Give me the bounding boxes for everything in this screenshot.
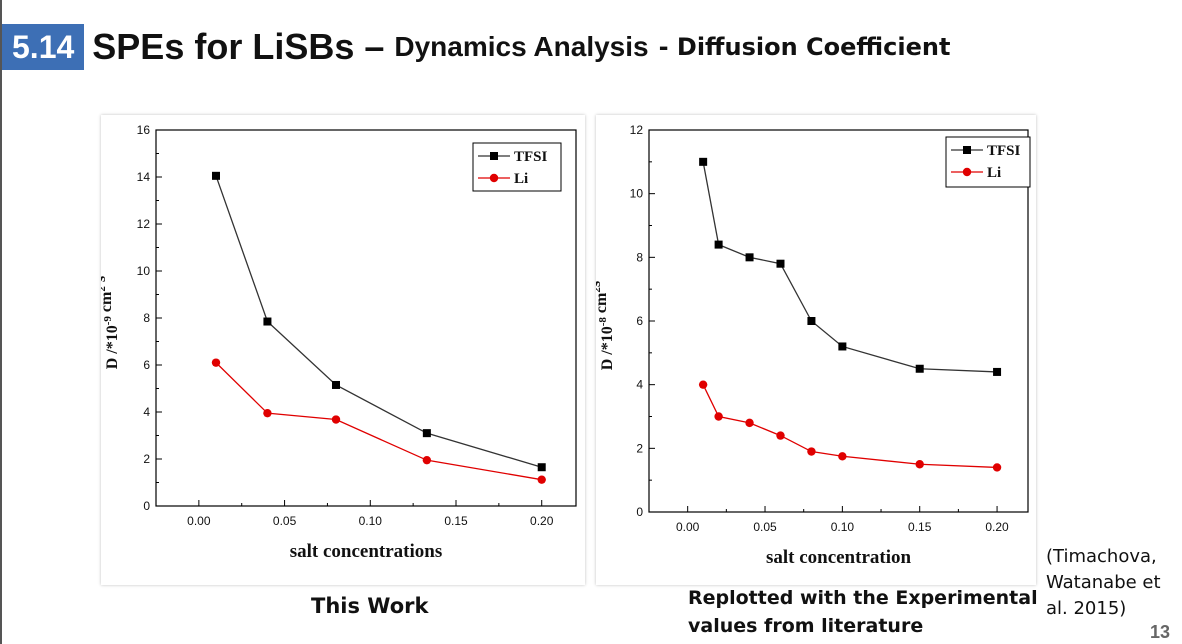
x-tick-label: 0.10 bbox=[359, 514, 383, 528]
legend-label-tfsi: TFSI bbox=[514, 149, 548, 165]
x-tick-label: 0.05 bbox=[273, 514, 297, 528]
series-line-tfsi bbox=[702, 161, 998, 373]
series-line-li bbox=[702, 384, 998, 469]
y-tick-label: 6 bbox=[143, 358, 150, 372]
data-point-li bbox=[992, 463, 1002, 472]
y-tick-label: 12 bbox=[137, 217, 151, 231]
data-point-li bbox=[838, 452, 847, 461]
legend-box bbox=[472, 142, 562, 192]
y-tick-label: 8 bbox=[636, 250, 643, 264]
slide-title: 5.14 SPEs for LiSBs – Dynamics Analysis … bbox=[2, 24, 950, 70]
data-point-tfsi bbox=[776, 259, 785, 268]
x-tick-label: 0.05 bbox=[753, 520, 777, 534]
data-point-li bbox=[745, 418, 754, 428]
data-point-tfsi bbox=[422, 429, 431, 438]
y-tick-label: 10 bbox=[137, 264, 151, 278]
data-point-tfsi bbox=[212, 171, 220, 180]
citation-line2: Watanabe et bbox=[1046, 572, 1161, 593]
title-sub: - Diffusion Coefficient bbox=[658, 33, 951, 61]
y-tick-label: 2 bbox=[143, 452, 150, 466]
x-axis-label: salt concentrations bbox=[290, 541, 443, 562]
data-point-tfsi bbox=[263, 317, 272, 326]
y-tick-label: 6 bbox=[636, 314, 643, 328]
data-point-li bbox=[698, 380, 708, 389]
chart-panel-right: 0.00 0.05 0.10 0.15 0.20 0 2 4 6 8 10 12 salt concen… bbox=[596, 115, 1036, 585]
legend-box bbox=[945, 136, 1031, 188]
y-axis-label: D /*10-9 cm2 s-1 bbox=[101, 267, 121, 370]
page-number: 13 bbox=[1150, 622, 1171, 642]
y-axis-label: D /*10-8 cm2s-1 bbox=[596, 272, 616, 371]
chart-panel-left: 0.00 0.05 0.10 0.15 0.20 0 2 4 6 8 10 12 14 16 salt co… bbox=[101, 115, 585, 585]
x-tick-label: 0.10 bbox=[831, 520, 855, 534]
x-tick-label: 0.20 bbox=[985, 520, 1009, 534]
series-line-li bbox=[215, 362, 542, 481]
caption-replotted: Replotted with the Experimental values f… bbox=[688, 584, 1048, 640]
y-tick-label: 0 bbox=[636, 505, 643, 519]
y-tick-label: 10 bbox=[630, 187, 644, 201]
slide-left-border bbox=[0, 0, 2, 644]
y-tick-label: 16 bbox=[137, 123, 151, 137]
caption-replotted-line1: Replotted with the Experimental bbox=[688, 587, 1038, 609]
data-point-tfsi bbox=[699, 157, 708, 166]
data-point-li bbox=[422, 455, 432, 465]
legend-marker-tfsi bbox=[490, 152, 498, 160]
legend-marker-tfsi bbox=[963, 146, 971, 154]
legend-label-tfsi: TFSI bbox=[987, 143, 1021, 159]
chart-right: 0.00 0.05 0.10 0.15 0.20 0 2 4 6 8 10 12 salt concen… bbox=[596, 123, 1031, 568]
legend-marker-li bbox=[962, 167, 972, 177]
y-tick-label: 4 bbox=[636, 378, 643, 392]
data-point-tfsi bbox=[915, 364, 924, 373]
y-tick-label: 14 bbox=[137, 170, 151, 184]
data-point-li bbox=[714, 412, 723, 421]
section-number-badge: 5.14 bbox=[2, 24, 85, 70]
y-tick-label: 12 bbox=[630, 123, 644, 137]
x-axis-label: salt concentration bbox=[766, 547, 912, 568]
caption-this-work: This Work bbox=[311, 594, 429, 618]
data-point-li bbox=[537, 475, 546, 484]
x-tick-label: 0.00 bbox=[676, 520, 700, 534]
y-tick-label: 2 bbox=[636, 441, 643, 455]
y-tick-label: 0 bbox=[143, 499, 150, 513]
data-point-tfsi bbox=[807, 317, 816, 325]
data-point-tfsi bbox=[745, 253, 754, 262]
legend-label-li: Li bbox=[514, 171, 528, 187]
x-tick-label: 0.00 bbox=[187, 514, 211, 528]
data-point-tfsi bbox=[537, 463, 546, 472]
data-point-tfsi bbox=[332, 380, 340, 389]
caption-replotted-line2: values from literature bbox=[688, 615, 924, 637]
data-point-li bbox=[915, 460, 924, 469]
title-mid: Dynamics Analysis bbox=[394, 31, 649, 62]
x-tick-label: 0.15 bbox=[444, 514, 468, 528]
data-point-li bbox=[263, 408, 272, 418]
legend-label-li: Li bbox=[987, 165, 1001, 181]
data-point-tfsi bbox=[838, 342, 847, 351]
data-point-li bbox=[776, 431, 785, 440]
x-tick-label: 0.15 bbox=[908, 520, 932, 534]
y-tick-label: 8 bbox=[143, 311, 150, 325]
data-point-li bbox=[331, 415, 341, 424]
x-tick-label: 0.20 bbox=[530, 514, 554, 528]
citation-line1: (Timachova, bbox=[1046, 546, 1157, 567]
y-tick-label: 4 bbox=[143, 405, 150, 419]
citation-line3: al. 2015) bbox=[1046, 598, 1127, 619]
data-point-tfsi bbox=[993, 367, 1002, 376]
citation: (Timachova, Watanabe et al. 2015) bbox=[1046, 544, 1176, 622]
chart-left: 0.00 0.05 0.10 0.15 0.20 0 2 4 6 8 10 12 14 16 salt co… bbox=[101, 123, 577, 562]
legend-marker-li bbox=[489, 173, 499, 183]
data-point-li bbox=[807, 447, 816, 456]
data-point-li bbox=[211, 358, 221, 367]
data-point-tfsi bbox=[714, 240, 723, 249]
title-main: SPEs for LiSBs – bbox=[92, 26, 385, 67]
